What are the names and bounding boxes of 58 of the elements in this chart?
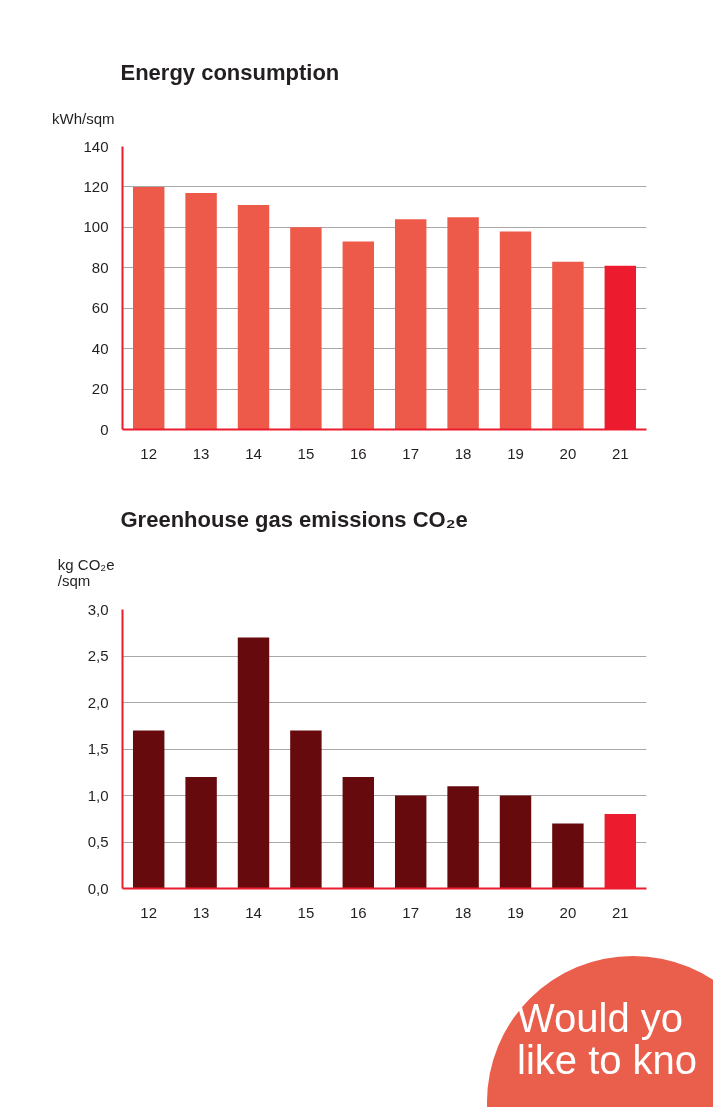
x-tick-label: 17	[402, 444, 420, 462]
y-tick-label: 2,5	[87, 647, 109, 664]
bar	[499, 231, 532, 430]
x-tick-label: 19	[507, 444, 524, 462]
bar	[237, 205, 270, 430]
x-tick-label: 17	[402, 903, 420, 921]
bar	[290, 227, 322, 430]
bar	[394, 219, 427, 430]
x-tick-label: 12	[140, 903, 158, 921]
bar	[447, 217, 479, 430]
x-tick-label: 21	[611, 444, 629, 462]
y-axis-title: kg CO₂e /sqm	[57, 556, 115, 590]
bar	[290, 730, 322, 889]
x-tick-label: 14	[245, 903, 262, 921]
x-tick-label: 14	[245, 444, 262, 462]
x-tick-label: 21	[611, 903, 629, 921]
bar	[132, 730, 165, 889]
x-tick-label: 18	[454, 444, 472, 462]
bar	[237, 637, 270, 889]
x-tick-label: 13	[192, 903, 210, 921]
chart-title: Greenhouse gas emissions CO₂e	[120, 506, 468, 532]
bar	[499, 795, 532, 889]
x-tick-label: 18	[454, 903, 472, 921]
x-tick-label: 15	[297, 903, 315, 921]
bar	[185, 776, 217, 889]
y-tick-label: 0,5	[87, 833, 109, 850]
x-tick-label: 20	[559, 903, 577, 921]
y-tick-label: 0,0	[87, 879, 109, 897]
y-tick-label: 20	[91, 380, 109, 398]
bar	[447, 786, 479, 889]
y-tick-label: 1,5	[87, 740, 109, 757]
y-tick-label: 100	[83, 218, 109, 236]
bar	[552, 823, 584, 889]
y-tick-label: 3,0	[87, 600, 109, 618]
bar	[132, 186, 165, 430]
y-tick-label: 140	[83, 137, 109, 155]
y-tick-label: 120	[83, 177, 109, 195]
bar	[552, 261, 584, 430]
x-tick-label: 19	[507, 903, 524, 921]
x-tick-label: 16	[349, 444, 367, 462]
x-tick-label: 13	[192, 444, 210, 462]
y-tick-label: 2,0	[87, 693, 109, 711]
y-tick-label: 1,0	[87, 786, 109, 804]
chart-title: Energy consumption	[120, 59, 340, 85]
x-tick-label: 15	[297, 444, 315, 462]
y-tick-label: 40	[91, 339, 109, 357]
bar	[394, 795, 427, 889]
x-tick-label: 16	[349, 903, 367, 921]
y-tick-label: 60	[91, 299, 109, 317]
x-tick-label: 12	[140, 444, 158, 462]
y-tick-label: 0	[100, 420, 109, 438]
x-tick-label: 20	[559, 444, 577, 462]
bar	[185, 192, 217, 430]
y-tick-label: 80	[91, 258, 109, 276]
y-axis-title: kWh/sqm	[52, 109, 115, 127]
bar	[342, 241, 375, 430]
bar	[342, 776, 375, 889]
text: Would yo like to kno	[517, 996, 698, 1082]
